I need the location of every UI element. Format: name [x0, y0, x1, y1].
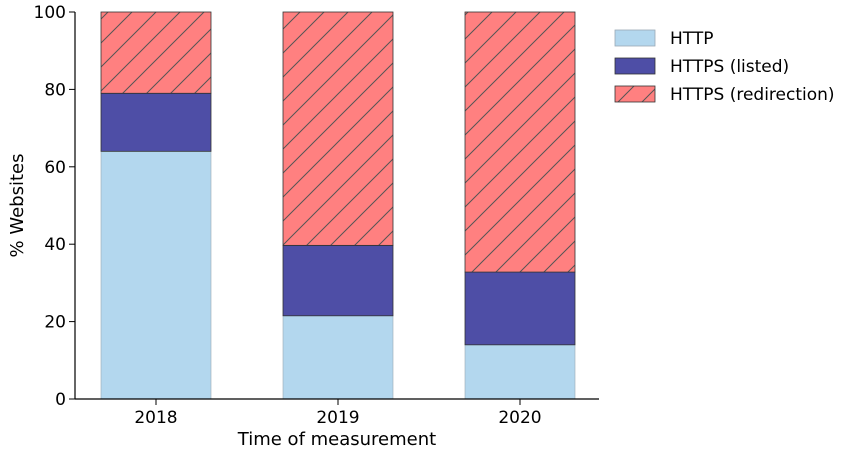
bar-2018-series-2 [100, 92, 212, 152]
x-tick-label-2020: 2020 [498, 408, 541, 428]
legend-label-1: HTTP [670, 29, 714, 49]
bar-2019-series-1 [282, 315, 394, 400]
bar-2020-series-3 [464, 11, 576, 273]
y-tick-label-20: 20 [44, 313, 66, 333]
bar-2019-series-2 [282, 244, 394, 317]
bar-2018-series-1 [100, 151, 212, 400]
legend-label-2: HTTPS (listed) [670, 57, 789, 77]
x-tick-label-2018: 2018 [134, 408, 177, 428]
legend-swatch-2 [614, 57, 656, 75]
x-tick-label-2019: 2019 [316, 408, 359, 428]
bar-2020-series-1 [464, 344, 576, 400]
y-tick-label-40: 40 [44, 235, 66, 255]
bar-2020-series-2 [464, 271, 576, 346]
y-tick-label-80: 80 [44, 80, 66, 100]
x-axis-label: Time of measurement [237, 429, 436, 450]
axes-group: 0 20 40 60 80 100 2018 2019 2020 [34, 3, 599, 428]
legend-label-3: HTTPS (redirection) [670, 85, 835, 105]
bars-group [100, 11, 576, 400]
legend-swatch-1 [614, 29, 656, 47]
y-axis-label: % Websites [7, 154, 28, 258]
y-tick-label-100: 100 [34, 3, 66, 23]
legend-swatch-3 [614, 85, 656, 103]
y-tick-label-0: 0 [55, 390, 66, 410]
y-tick-label-60: 60 [44, 158, 66, 178]
bar-2019-series-3 [282, 11, 394, 246]
bar-2018-series-3 [100, 11, 212, 94]
legend: HTTP HTTPS (listed) HTTPS (redirection) [614, 29, 835, 105]
